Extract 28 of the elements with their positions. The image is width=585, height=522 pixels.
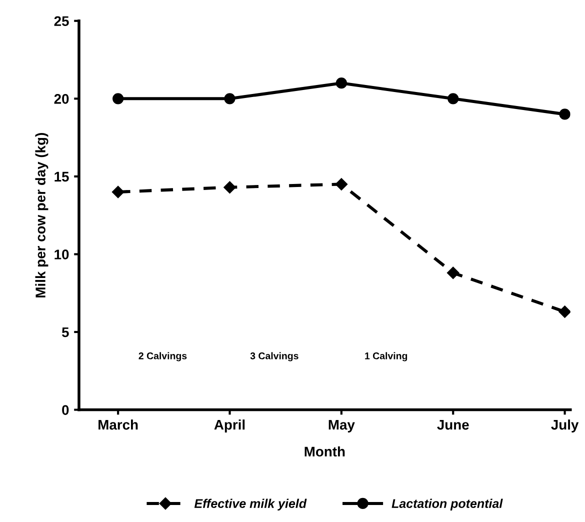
y-tick-label: 20 bbox=[54, 94, 69, 104]
point bbox=[448, 93, 459, 104]
point bbox=[559, 108, 570, 120]
annotation: 1 Calving bbox=[365, 352, 408, 362]
x-axis-title: Month bbox=[304, 446, 345, 457]
x-tick-label: April bbox=[214, 419, 245, 432]
point bbox=[335, 178, 348, 190]
point bbox=[224, 181, 236, 194]
x-tick-label: June bbox=[437, 420, 469, 430]
x-tick-label: March bbox=[98, 419, 138, 430]
y-tick-label: 5 bbox=[62, 327, 69, 338]
y-tick-label: 0 bbox=[62, 405, 69, 415]
point bbox=[336, 78, 347, 89]
point bbox=[447, 266, 460, 279]
x-tick-label: July bbox=[551, 419, 579, 432]
y-tick-label: 25 bbox=[54, 16, 69, 26]
annotation: 2 Calvings bbox=[138, 352, 187, 362]
y-tick-label: 10 bbox=[54, 250, 69, 260]
y-axis-title: Milk per cow per day (kg) bbox=[35, 133, 48, 298]
point bbox=[112, 186, 124, 198]
legend-label: Lactation potential bbox=[392, 498, 503, 510]
y-tick-label: 15 bbox=[54, 172, 69, 182]
point bbox=[112, 93, 124, 104]
point bbox=[224, 93, 236, 104]
x-tick-label: May bbox=[328, 420, 355, 432]
legend-label: Effective milk yield bbox=[194, 498, 307, 510]
point bbox=[558, 306, 570, 318]
annotation: 3 Calvings bbox=[250, 352, 298, 362]
